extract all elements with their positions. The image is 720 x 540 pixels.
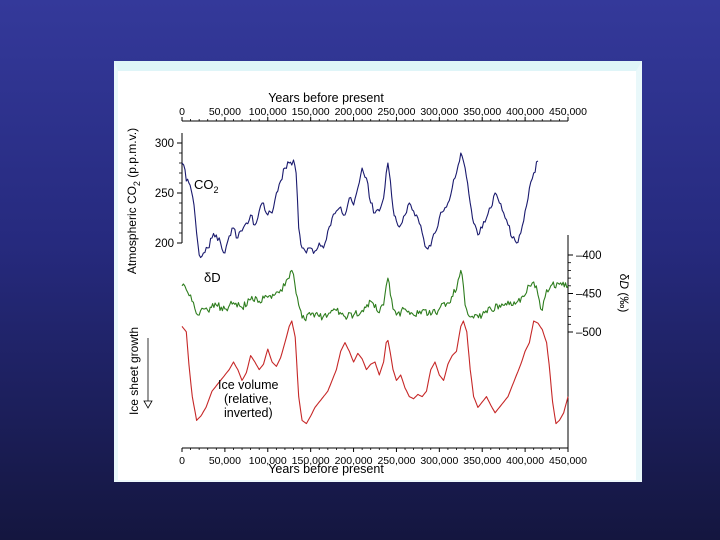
dd-tick-label: –450 <box>576 289 602 301</box>
x-tick-label-top: 50,000 <box>209 106 241 118</box>
x-tick-label-bottom: 0 <box>179 455 185 467</box>
x-tick-label-top: 250,000 <box>377 106 415 118</box>
ice-core-chart: 0 0 50,000 50,000 100,000 100,000 150,000 150,0… <box>125 91 631 476</box>
co2-series-label: CO2 <box>194 177 219 195</box>
x-tick-label-top: 300,000 <box>420 106 458 118</box>
ice-volume-label-line3: inverted) <box>224 406 273 420</box>
x-tick-label-bottom: 450,000 <box>549 455 587 467</box>
dd-tick-label: –400 <box>576 250 602 262</box>
figure-panel: 0 0 50,000 50,000 100,000 100,000 150,000 150,0… <box>114 61 642 482</box>
ice-growth-arrow <box>143 338 153 409</box>
co2-series-line <box>181 152 539 259</box>
co2-tick-label: 200 <box>155 238 174 250</box>
co2-tick-label: 300 <box>155 138 174 150</box>
x-tick-label-top: 150,000 <box>292 106 330 118</box>
x-tick-label-bottom: 150,000 <box>292 455 330 467</box>
x-tick-label-top: 200,000 <box>335 106 373 118</box>
x-tick-label-bottom: 250,000 <box>377 455 415 467</box>
x-tick-label-top: 100,000 <box>249 106 287 118</box>
ice-axis-title: Ice sheet growth <box>127 327 141 415</box>
x-tick-label-top: 450,000 <box>549 106 587 118</box>
x-tick-label-top: 350,000 <box>463 106 501 118</box>
dd-tick-label: –500 <box>576 327 602 339</box>
x-tick-label-bottom: 100,000 <box>249 455 287 467</box>
ticks-layer: 0 0 50,000 50,000 100,000 100,000 150,000 150,0… <box>155 106 602 467</box>
left-axis-title: Atmospheric CO2 (p.p.m.v.) <box>125 128 142 274</box>
dd-series-line <box>181 269 569 322</box>
x-tick-label-top: 0 <box>179 106 185 118</box>
ice-volume-label-line2: (relative, <box>224 392 272 406</box>
ice-volume-series-line <box>181 320 569 425</box>
x-tick-label-bottom: 200,000 <box>335 455 373 467</box>
right-axis-title: δD (‰) <box>617 274 631 313</box>
x-tick-label-bottom: 350,000 <box>463 455 501 467</box>
series-layer <box>181 152 569 425</box>
x-tick-label-bottom: 50,000 <box>209 455 241 467</box>
dd-series-label: δD <box>204 270 221 285</box>
co2-tick-label: 250 <box>155 188 174 200</box>
x-axis-title-top: Years before present <box>268 91 384 105</box>
x-tick-label-bottom: 300,000 <box>420 455 458 467</box>
x-tick-label-top: 400,000 <box>506 106 544 118</box>
x-axis-title-bottom: Years before present <box>268 462 384 476</box>
ice-volume-label-line1: Ice volume <box>218 378 278 392</box>
x-tick-label-bottom: 400,000 <box>506 455 544 467</box>
